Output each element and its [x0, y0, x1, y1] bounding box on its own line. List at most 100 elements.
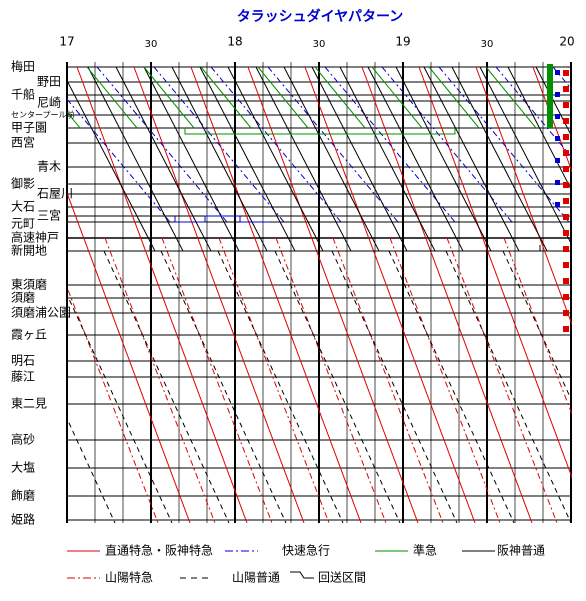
marker — [547, 64, 553, 128]
marker — [563, 262, 569, 268]
train-path — [495, 66, 572, 159]
marker — [563, 134, 569, 140]
train-path — [199, 66, 296, 252]
station-label: 姫路 — [11, 512, 35, 527]
train-path — [67, 98, 171, 223]
marker — [563, 214, 569, 220]
train-path — [133, 66, 305, 523]
station-label: 飾磨 — [11, 489, 35, 503]
train-path — [395, 66, 492, 252]
legend-label: 山陽特急 — [105, 570, 153, 585]
station-label: 大塩 — [11, 460, 35, 475]
station-label: 高速神戸 — [11, 230, 59, 245]
marker — [563, 198, 569, 204]
station-label: 西宮 — [11, 135, 35, 150]
train-path — [143, 66, 195, 129]
train-path — [115, 66, 212, 252]
train-path — [103, 250, 230, 523]
station-label: 東二見 — [11, 397, 47, 411]
legend-label: 快速急行 — [282, 543, 330, 558]
hour-label: 17 — [59, 35, 74, 49]
train-path — [76, 66, 248, 523]
train-path — [67, 79, 156, 252]
train-path — [86, 66, 138, 129]
marker — [563, 86, 569, 92]
station-label: 須磨 — [11, 291, 35, 305]
train-path — [275, 237, 387, 523]
train-path — [502, 250, 572, 403]
train-path — [153, 66, 285, 223]
station-label: 石屋川 — [37, 187, 73, 201]
station-label: 高砂 — [11, 432, 35, 447]
train-path — [67, 191, 191, 523]
station-label: 霞ヶ丘 — [11, 328, 47, 342]
station-label: 大石 — [11, 200, 35, 214]
half-hour-label: 30 — [481, 39, 494, 50]
hour-label: 18 — [227, 35, 242, 49]
train-path — [388, 250, 515, 523]
legend-icon — [290, 571, 314, 579]
station-label: 梅田 — [11, 59, 35, 74]
marker — [563, 150, 569, 156]
station-label: 尼崎 — [37, 96, 61, 110]
station-label: 藤江 — [11, 370, 35, 384]
marker — [555, 136, 560, 141]
marker — [555, 158, 560, 163]
train-path — [389, 237, 501, 523]
hour-label: 19 — [395, 35, 410, 49]
train-path — [283, 66, 380, 252]
station-label: 明石 — [11, 354, 35, 368]
marker — [555, 92, 560, 97]
train-path — [367, 66, 464, 252]
title: タラッシュダイヤパターン — [237, 8, 404, 25]
station-label: 甲子園 — [11, 121, 47, 135]
train-path — [304, 66, 476, 523]
station-label: 千船 — [11, 88, 35, 102]
marker — [563, 230, 569, 236]
train-path — [423, 66, 520, 252]
marker — [563, 326, 569, 332]
marker — [563, 310, 569, 316]
train-path — [331, 250, 458, 523]
station-label: 御影 — [11, 176, 35, 191]
marker — [563, 70, 569, 76]
marker — [555, 70, 560, 75]
legend-label: 直通特急・阪神特急 — [105, 543, 213, 558]
train-path — [371, 66, 423, 129]
marker — [563, 102, 569, 108]
train-path — [311, 66, 408, 252]
train-path — [274, 250, 401, 523]
train-path — [67, 293, 173, 523]
train-path — [532, 66, 572, 174]
train-path — [428, 66, 480, 129]
hour-label: 20 — [559, 35, 574, 49]
train-path — [485, 66, 537, 129]
marker — [563, 294, 569, 300]
train-path — [339, 66, 436, 252]
train-path — [210, 66, 342, 223]
marker — [563, 278, 569, 284]
deadhead — [174, 215, 270, 223]
station-label: 東須磨 — [11, 278, 47, 292]
train-path — [445, 250, 572, 523]
legend-label: 準急 — [413, 543, 437, 558]
train-path — [190, 66, 362, 523]
train-path — [200, 66, 252, 129]
train-path — [257, 66, 309, 129]
station-label: センタープール前 — [11, 110, 75, 120]
half-hour-label: 30 — [313, 39, 326, 50]
train-path — [67, 285, 159, 523]
station-label: 元町 — [11, 217, 35, 231]
train-path — [446, 237, 558, 523]
legend-label: 山陽普通 — [232, 571, 280, 585]
legend-label: 回送区間 — [318, 570, 366, 585]
train-path — [161, 237, 273, 523]
train-path — [247, 66, 419, 523]
green-shuttle — [184, 128, 456, 135]
train-path — [67, 111, 81, 129]
deadhead — [149, 245, 541, 252]
train-path — [475, 66, 572, 326]
legend-label: 阪神普通 — [497, 544, 545, 558]
train-path — [104, 237, 216, 523]
